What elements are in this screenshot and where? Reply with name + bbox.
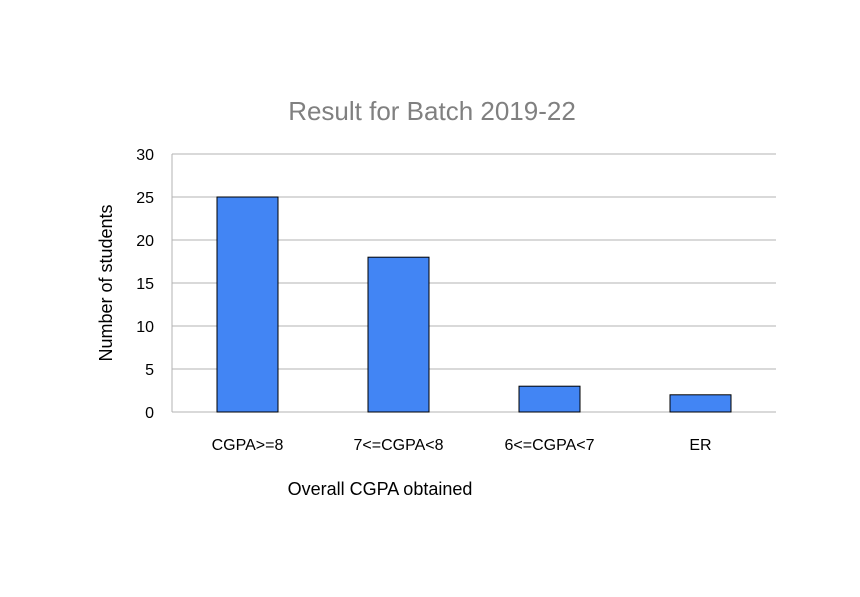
y-axis-ticks: 0 5 10 15 20 25 30 bbox=[136, 147, 154, 422]
y-tick-label: 30 bbox=[136, 147, 154, 164]
y-tick-label: 15 bbox=[136, 276, 154, 293]
y-axis-label: Number of students bbox=[96, 204, 116, 361]
y-tick-label: 10 bbox=[136, 319, 154, 336]
y-tick-label: 5 bbox=[145, 362, 154, 379]
bar bbox=[367, 256, 430, 413]
chart-title: Result for Batch 2019-22 bbox=[288, 96, 576, 126]
x-axis-label: Overall CGPA obtained bbox=[288, 479, 473, 499]
y-tick-label: 25 bbox=[136, 190, 154, 207]
bars bbox=[216, 196, 732, 413]
bar bbox=[518, 385, 581, 413]
y-tick-label: 0 bbox=[145, 405, 154, 422]
x-tick-label: CGPA>=8 bbox=[212, 437, 284, 454]
x-axis-ticks: CGPA>=8 7<=CGPA<8 6<=CGPA<7 ER bbox=[212, 437, 712, 454]
bar bbox=[669, 394, 732, 413]
x-tick-label: 7<=CGPA<8 bbox=[354, 437, 444, 454]
x-tick-label: ER bbox=[689, 437, 711, 454]
x-tick-label: 6<=CGPA<7 bbox=[505, 437, 595, 454]
y-tick-label: 20 bbox=[136, 233, 154, 250]
bar bbox=[216, 196, 279, 413]
